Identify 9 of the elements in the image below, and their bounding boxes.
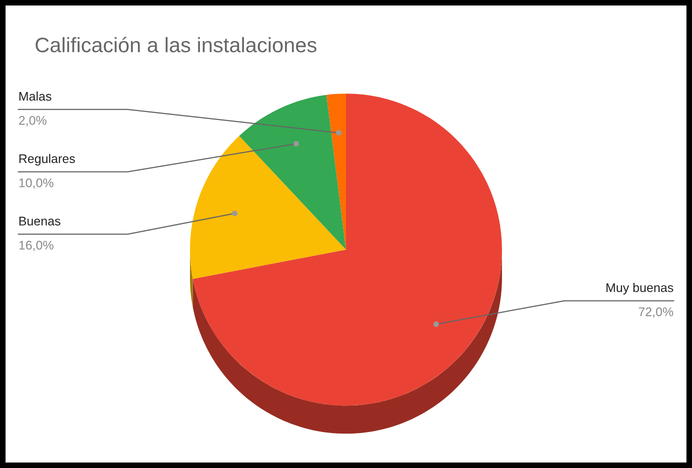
- slice-label: Regulares: [19, 154, 75, 166]
- chart-title: Calificación a las instalaciones: [36, 36, 316, 52]
- data-label: 2,0%: [19, 116, 46, 126]
- data-label: 72,0%: [638, 307, 674, 318]
- data-label: 10,0%: [19, 178, 54, 189]
- data-label: 16,0%: [19, 240, 54, 252]
- slice-label: Buenas: [19, 216, 60, 226]
- slice-label: Muy buenas: [606, 282, 674, 295]
- slice-label: Malas: [19, 92, 52, 101]
